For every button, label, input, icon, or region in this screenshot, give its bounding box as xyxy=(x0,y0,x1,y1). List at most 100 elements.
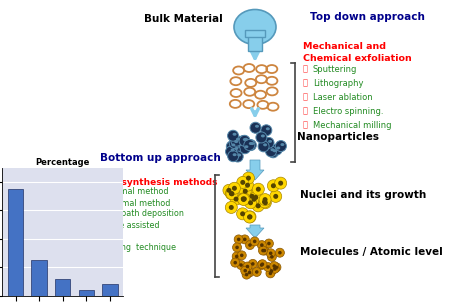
Circle shape xyxy=(234,235,243,244)
Circle shape xyxy=(266,249,275,258)
Text: Laser ablation: Laser ablation xyxy=(313,92,373,102)
Circle shape xyxy=(226,188,238,200)
Circle shape xyxy=(269,271,272,275)
Ellipse shape xyxy=(266,127,270,130)
Circle shape xyxy=(258,260,267,269)
Circle shape xyxy=(261,262,264,266)
Circle shape xyxy=(237,193,249,206)
Title: Percentage: Percentage xyxy=(36,158,90,167)
Circle shape xyxy=(267,242,271,245)
Ellipse shape xyxy=(230,149,235,152)
Circle shape xyxy=(264,239,273,248)
Circle shape xyxy=(248,259,257,268)
Circle shape xyxy=(243,262,252,271)
Bar xyxy=(31,260,47,296)
Circle shape xyxy=(249,194,255,199)
Circle shape xyxy=(231,135,242,146)
Circle shape xyxy=(260,263,264,267)
Circle shape xyxy=(253,240,256,243)
Circle shape xyxy=(268,147,279,158)
Circle shape xyxy=(265,146,276,157)
Text: Ⓡ: Ⓡ xyxy=(72,221,77,229)
Circle shape xyxy=(252,267,261,276)
Circle shape xyxy=(237,193,249,205)
Circle shape xyxy=(238,193,250,205)
Ellipse shape xyxy=(273,149,277,152)
Circle shape xyxy=(258,246,267,255)
Circle shape xyxy=(241,196,246,201)
Bar xyxy=(8,189,23,296)
Circle shape xyxy=(233,243,242,252)
Circle shape xyxy=(251,262,255,266)
Circle shape xyxy=(266,269,275,278)
Text: Ⓡ: Ⓡ xyxy=(72,210,77,218)
Text: Molecules / Atomic level: Molecules / Atomic level xyxy=(300,247,443,257)
Circle shape xyxy=(274,177,287,189)
Circle shape xyxy=(228,182,240,194)
FancyArrow shape xyxy=(246,160,264,180)
Text: Chemical bath deposition: Chemical bath deposition xyxy=(81,210,184,218)
Ellipse shape xyxy=(233,133,237,136)
Circle shape xyxy=(270,264,279,273)
Ellipse shape xyxy=(281,143,284,146)
Circle shape xyxy=(260,246,269,255)
Text: Mechanical and: Mechanical and xyxy=(303,42,386,51)
Circle shape xyxy=(229,138,240,149)
Circle shape xyxy=(239,185,251,197)
Circle shape xyxy=(278,181,283,186)
Circle shape xyxy=(237,251,246,260)
Circle shape xyxy=(239,263,243,267)
Text: Lithography: Lithography xyxy=(313,78,364,88)
Circle shape xyxy=(244,139,255,150)
Circle shape xyxy=(273,194,278,199)
Circle shape xyxy=(250,192,262,203)
Circle shape xyxy=(273,264,276,268)
Circle shape xyxy=(257,241,266,249)
Circle shape xyxy=(242,172,255,184)
Circle shape xyxy=(262,199,267,204)
Text: Electro spinning.: Electro spinning. xyxy=(313,106,383,116)
Text: Ⓡ: Ⓡ xyxy=(303,92,308,102)
Circle shape xyxy=(269,251,273,255)
Text: Ⓡ: Ⓡ xyxy=(303,64,308,74)
Circle shape xyxy=(237,260,246,270)
Circle shape xyxy=(250,237,259,246)
Circle shape xyxy=(245,268,254,277)
Ellipse shape xyxy=(263,143,267,146)
Circle shape xyxy=(250,122,261,133)
Circle shape xyxy=(235,246,239,249)
Ellipse shape xyxy=(236,138,240,141)
Circle shape xyxy=(227,188,231,193)
Text: Bottom up approach: Bottom up approach xyxy=(100,153,220,163)
Circle shape xyxy=(252,183,264,195)
Circle shape xyxy=(272,263,281,272)
Circle shape xyxy=(240,180,245,185)
Circle shape xyxy=(248,193,260,205)
Text: Ⓡ: Ⓡ xyxy=(72,188,77,196)
Circle shape xyxy=(255,270,258,274)
FancyArrow shape xyxy=(246,225,264,238)
Ellipse shape xyxy=(234,147,238,150)
Circle shape xyxy=(247,214,253,219)
Circle shape xyxy=(246,241,255,249)
Circle shape xyxy=(245,197,256,209)
Circle shape xyxy=(226,141,237,152)
Ellipse shape xyxy=(271,148,274,151)
Text: Nuclei and its growth: Nuclei and its growth xyxy=(300,190,426,200)
Ellipse shape xyxy=(249,142,253,145)
Ellipse shape xyxy=(233,153,237,156)
Circle shape xyxy=(244,211,256,223)
Circle shape xyxy=(263,249,266,252)
Circle shape xyxy=(232,186,237,191)
Circle shape xyxy=(259,194,271,206)
Text: Spin coating  technique: Spin coating technique xyxy=(81,242,176,252)
Circle shape xyxy=(233,261,237,264)
Ellipse shape xyxy=(244,138,248,141)
Circle shape xyxy=(246,140,256,151)
Circle shape xyxy=(255,203,261,208)
Circle shape xyxy=(253,195,258,200)
Circle shape xyxy=(231,258,240,267)
Bar xyxy=(55,279,71,296)
Text: Top down approach: Top down approach xyxy=(310,12,425,22)
Circle shape xyxy=(232,151,243,162)
